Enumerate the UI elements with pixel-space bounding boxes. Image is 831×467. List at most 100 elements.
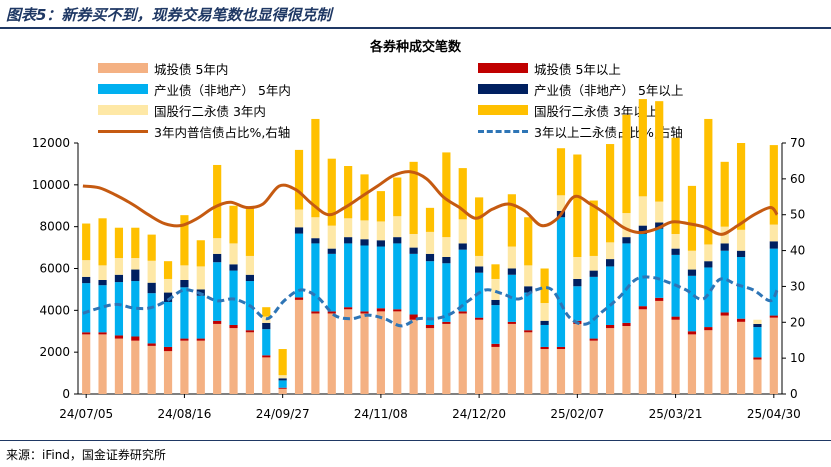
bar-chan-short xyxy=(344,243,353,308)
bar-cheng-long xyxy=(131,336,140,341)
left-axis-tick-label: 8000 xyxy=(39,220,70,234)
bar-erjin-long xyxy=(311,118,320,218)
bar-chan-short xyxy=(409,253,418,315)
bar-erjin-short xyxy=(458,219,467,244)
bar-chan-long xyxy=(540,320,549,325)
bar-cheng-short xyxy=(409,319,418,394)
bar-cheng-short xyxy=(655,300,664,394)
bar-chan-long xyxy=(262,322,271,330)
bar-cheng-long xyxy=(491,343,500,347)
bar-cheng-long xyxy=(147,343,156,346)
bar-cheng-short xyxy=(278,388,287,394)
legend-item-erjin-long: 国股行二永债 3年以上 xyxy=(478,102,658,119)
bar-chan-long xyxy=(180,280,189,288)
bar-cheng-long xyxy=(409,314,418,320)
bar-erjin-short xyxy=(82,260,91,277)
bar-erjin-long xyxy=(278,349,287,376)
bar-erjin-short xyxy=(114,258,124,275)
bar-erjin-long xyxy=(245,207,254,256)
bar-cheng-short xyxy=(98,334,107,394)
bar-cheng-short xyxy=(638,309,647,394)
bar-erjin-long xyxy=(556,148,566,196)
bar-erjin-short xyxy=(163,278,173,293)
bar-cheng-short xyxy=(769,317,778,394)
bar-chan-short xyxy=(360,245,369,312)
bar-chan-long xyxy=(687,269,697,276)
bar-cheng-long xyxy=(196,338,205,341)
bar-erjin-short xyxy=(409,233,418,248)
bar-chan-short xyxy=(655,228,664,298)
bar-chan-long xyxy=(278,378,287,381)
bar-erjin-long xyxy=(720,161,729,227)
bar-chan-short xyxy=(573,286,582,321)
bar-erjin-short xyxy=(245,255,254,275)
bar-cheng-short xyxy=(245,332,254,394)
bar-cheng-long xyxy=(507,321,516,324)
legend-item-chan-short: 产业债（非地产） 5年内 xyxy=(98,81,291,98)
bar-chan-short xyxy=(180,287,189,339)
bar-chan-short xyxy=(393,243,402,310)
bar-cheng-long xyxy=(622,322,631,327)
bar-chan-long xyxy=(573,278,582,287)
bar-chan-short xyxy=(704,267,713,328)
x-axis-tick-label: 24/09/27 xyxy=(256,407,310,421)
bar-cheng-long xyxy=(524,330,533,333)
x-axis-tick-label: 24/11/08 xyxy=(354,407,408,421)
bar-cheng-short xyxy=(82,334,91,394)
bar-cheng-short xyxy=(556,349,566,394)
bar-cheng-short xyxy=(573,323,582,394)
bar-erjin-short xyxy=(671,233,680,249)
bar-chan-short xyxy=(425,261,435,325)
bar-chan-long xyxy=(393,237,402,244)
bar-chan-long xyxy=(311,238,320,244)
bar-erjin-short xyxy=(393,216,402,238)
bar-erjin-long xyxy=(213,164,222,239)
bar-cheng-short xyxy=(376,311,385,394)
bar-cheng-short xyxy=(425,328,435,394)
bar-chan-short xyxy=(327,253,336,312)
bar-erjin-long xyxy=(344,166,353,219)
bar-erjin-long xyxy=(180,215,189,266)
bar-chan-short xyxy=(540,324,549,347)
bar-erjin-long xyxy=(409,161,418,234)
right-axis-tick-label: 20 xyxy=(790,315,805,329)
bar-erjin-long xyxy=(376,191,385,222)
bar-erjin-short xyxy=(131,258,140,270)
bar-cheng-long xyxy=(589,338,598,341)
bar-erjin-short xyxy=(344,218,353,238)
bar-chan-long xyxy=(622,237,631,244)
bar-erjin-long xyxy=(262,307,271,317)
right-axis-tick-label: 30 xyxy=(790,279,805,293)
left-axis-tick-label: 2000 xyxy=(39,345,70,359)
x-axis-tick-label: 25/04/30 xyxy=(747,407,801,421)
bar-cheng-long xyxy=(736,318,746,322)
bar-chan-short xyxy=(753,327,762,358)
legend-item-chan-long: 产业债（非地产） 5年以上 xyxy=(478,81,683,98)
bar-cheng-short xyxy=(704,330,713,394)
bar-cheng-long xyxy=(753,357,762,360)
bar-cheng-long xyxy=(376,308,385,312)
bar-chan-long xyxy=(163,292,173,302)
bar-cheng-short xyxy=(262,357,271,394)
bar-chan-short xyxy=(278,380,287,388)
line-pux-ratio xyxy=(82,170,779,236)
bar-cheng-long xyxy=(704,327,713,331)
bar-chan-short xyxy=(720,250,729,313)
x-axis-tick-label: 25/03/21 xyxy=(649,407,703,421)
bar-cheng-long xyxy=(180,338,189,341)
bar-cheng-short xyxy=(491,346,500,394)
bar-cheng-short xyxy=(131,340,140,394)
bar-cheng-long xyxy=(556,346,566,350)
bar-cheng-short xyxy=(720,315,729,394)
bar-erjin-long xyxy=(769,145,778,225)
bar-chan-short xyxy=(131,281,140,337)
bar-cheng-short xyxy=(360,313,369,394)
bar-chan-long xyxy=(704,261,713,268)
bar-cheng-long xyxy=(245,330,254,333)
bar-cheng-short xyxy=(524,332,533,394)
bar-cheng-short xyxy=(622,326,631,394)
bar-chan-long xyxy=(376,240,385,247)
bar-cheng-short xyxy=(442,323,451,394)
bar-erjin-short xyxy=(753,319,762,324)
